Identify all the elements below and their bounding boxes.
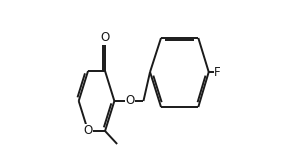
Text: O: O — [125, 94, 134, 107]
Text: O: O — [84, 125, 93, 137]
Text: F: F — [214, 66, 221, 79]
Text: O: O — [101, 31, 110, 45]
